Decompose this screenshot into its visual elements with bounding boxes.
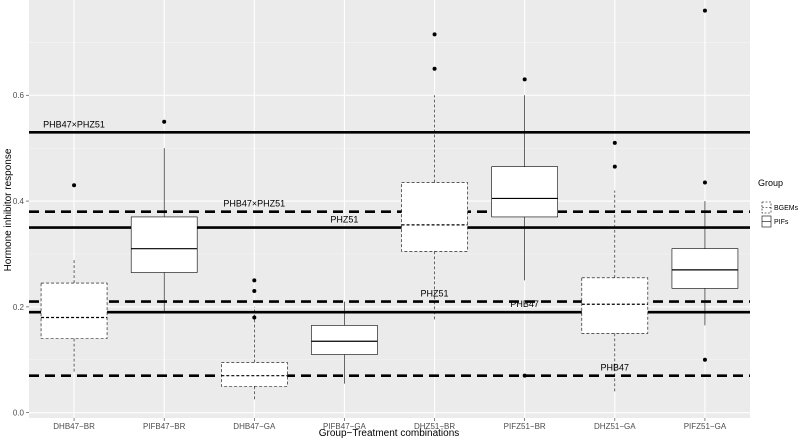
outlier-point: [252, 289, 257, 294]
box-body: [581, 277, 649, 334]
x-axis-title: Group−Treatment combinations: [319, 428, 460, 439]
x-tick-label: DHZ51−BR: [414, 422, 455, 431]
box-body: [311, 325, 378, 355]
x-tick-label: PIFB47−GA: [323, 422, 367, 431]
x-tick-label: PIFZ51−BR: [504, 422, 546, 431]
x-tick-label: DHB47−GA: [233, 422, 276, 431]
x-tick-label: DHB47−BR: [53, 422, 95, 431]
box-DHZ51−BR: [401, 32, 468, 321]
outlier-point: [702, 8, 707, 13]
box-body: [401, 182, 468, 252]
reference-line-label: PHB47×PHZ51: [223, 199, 285, 209]
x-tick-label: DHZ51−GA: [594, 422, 636, 431]
y-axis-title: Hormone inhibitor response: [3, 148, 14, 271]
reference-line-label: PHZ51: [421, 289, 449, 299]
box-body: [40, 282, 108, 339]
x-axis: DHB47−BR PIFB47−BR DHB47−GA PIFB47−GA DHZ51−…: [53, 418, 727, 431]
reference-line-label: PHB47: [601, 363, 630, 373]
panel-background: [29, 0, 750, 418]
y-tick-label: 0.2: [13, 303, 25, 312]
box-body: [491, 166, 558, 218]
reference-line-label: PHB47×PHZ51: [43, 119, 105, 129]
outlier-point: [612, 140, 617, 145]
legend-key-bgems: [761, 201, 772, 214]
outlier-point: [162, 119, 167, 124]
box-PIFB47−BR: [130, 119, 198, 313]
outlier-point: [522, 77, 527, 82]
outlier-point: [72, 183, 77, 188]
box-DHB47−GA: [221, 278, 288, 400]
legend: Group BGEMs PIFs: [758, 178, 799, 228]
box-DHZ51−GA: [581, 140, 649, 392]
outlier-point: [432, 32, 437, 37]
y-tick-label: 0.4: [13, 197, 25, 206]
boxes: [40, 8, 739, 400]
legend-label-bgems: BGEMs: [774, 205, 799, 212]
outlier-point: [252, 278, 257, 283]
y-tick-label: 0.0: [13, 409, 25, 418]
legend-title: Group: [758, 178, 783, 188]
box-DHB47−BR: [40, 183, 108, 374]
reference-line-labels: PHB47×PHZ51 PHB47×PHZ51 PHZ51 PHZ51 PHB47 PHB…: [43, 119, 629, 372]
outlier-point: [432, 66, 437, 71]
y-tick-label: 0.6: [13, 91, 25, 100]
y-axis: 0.0 0.2 0.4 0.6: [13, 91, 29, 418]
x-tick-label: PIFB47−BR: [143, 422, 186, 431]
x-tick-label: PIFZ51−GA: [684, 422, 727, 431]
outlier-point: [702, 180, 707, 185]
outlier-point: [612, 164, 617, 169]
outlier-point: [252, 315, 257, 320]
outlier-point: [522, 373, 527, 378]
outlier-point: [702, 357, 707, 362]
reference-line-label: PHB47: [510, 299, 539, 309]
box-PIFB47−GA: [311, 301, 378, 384]
box-body: [221, 362, 288, 387]
legend-key-pifs: [761, 215, 772, 228]
box-body: [671, 248, 739, 289]
box-PIFZ51−BR: [491, 77, 558, 378]
legend-label-pifs: PIFs: [774, 219, 789, 226]
box-PIFZ51−GA: [671, 8, 739, 362]
box-body: [130, 216, 198, 273]
reference-line-label: PHZ51: [330, 215, 358, 225]
